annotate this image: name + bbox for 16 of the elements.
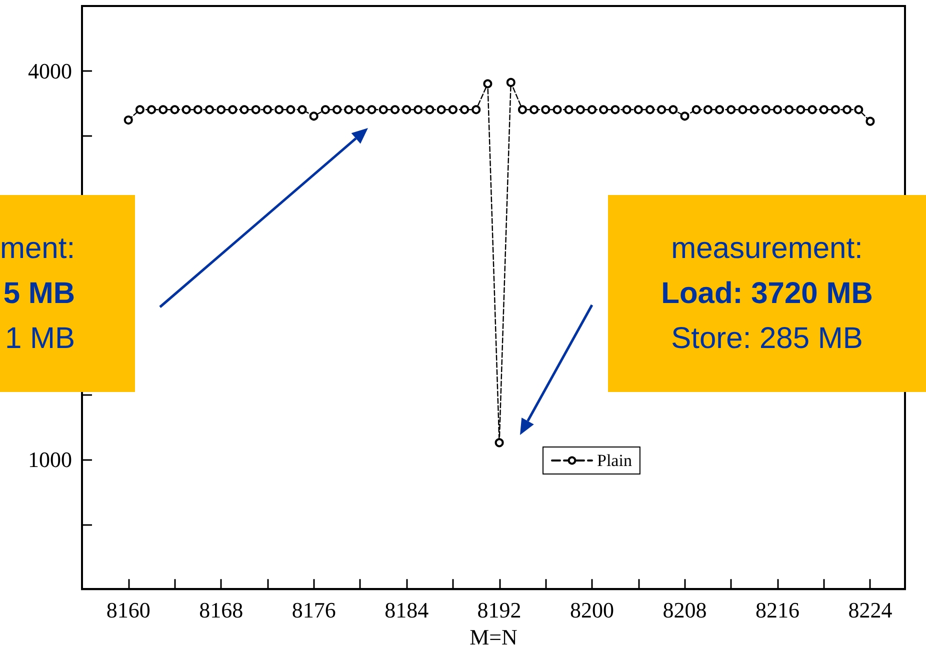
x-tick-label: 8216 <box>755 598 800 623</box>
x-tick-label: 8176 <box>292 598 336 623</box>
y-tick-label: 1000 <box>28 447 72 472</box>
x-tick-label: 8208 <box>662 598 707 623</box>
x-tick-label: 8224 <box>848 598 892 623</box>
y-tick-label: 4000 <box>28 58 72 84</box>
callout-box: measurement: Load: 3720 MB Store: 285 MB <box>608 195 926 392</box>
x-tick-label: 8184 <box>384 598 429 623</box>
x-tick-label: 8160 <box>106 598 150 623</box>
x-axis-title: M=N <box>470 624 518 650</box>
x-tick-label: 8192 <box>477 598 522 623</box>
annotation: measurement: Load: 3720 MB Store: 285 MB <box>660 231 874 357</box>
x-tick-label: 8168 <box>199 598 244 623</box>
callout-box: ment: 5 MB 1 MB <box>0 195 135 392</box>
legend-label: Plain <box>597 451 632 470</box>
x-tick-label: 8200 <box>570 598 614 623</box>
